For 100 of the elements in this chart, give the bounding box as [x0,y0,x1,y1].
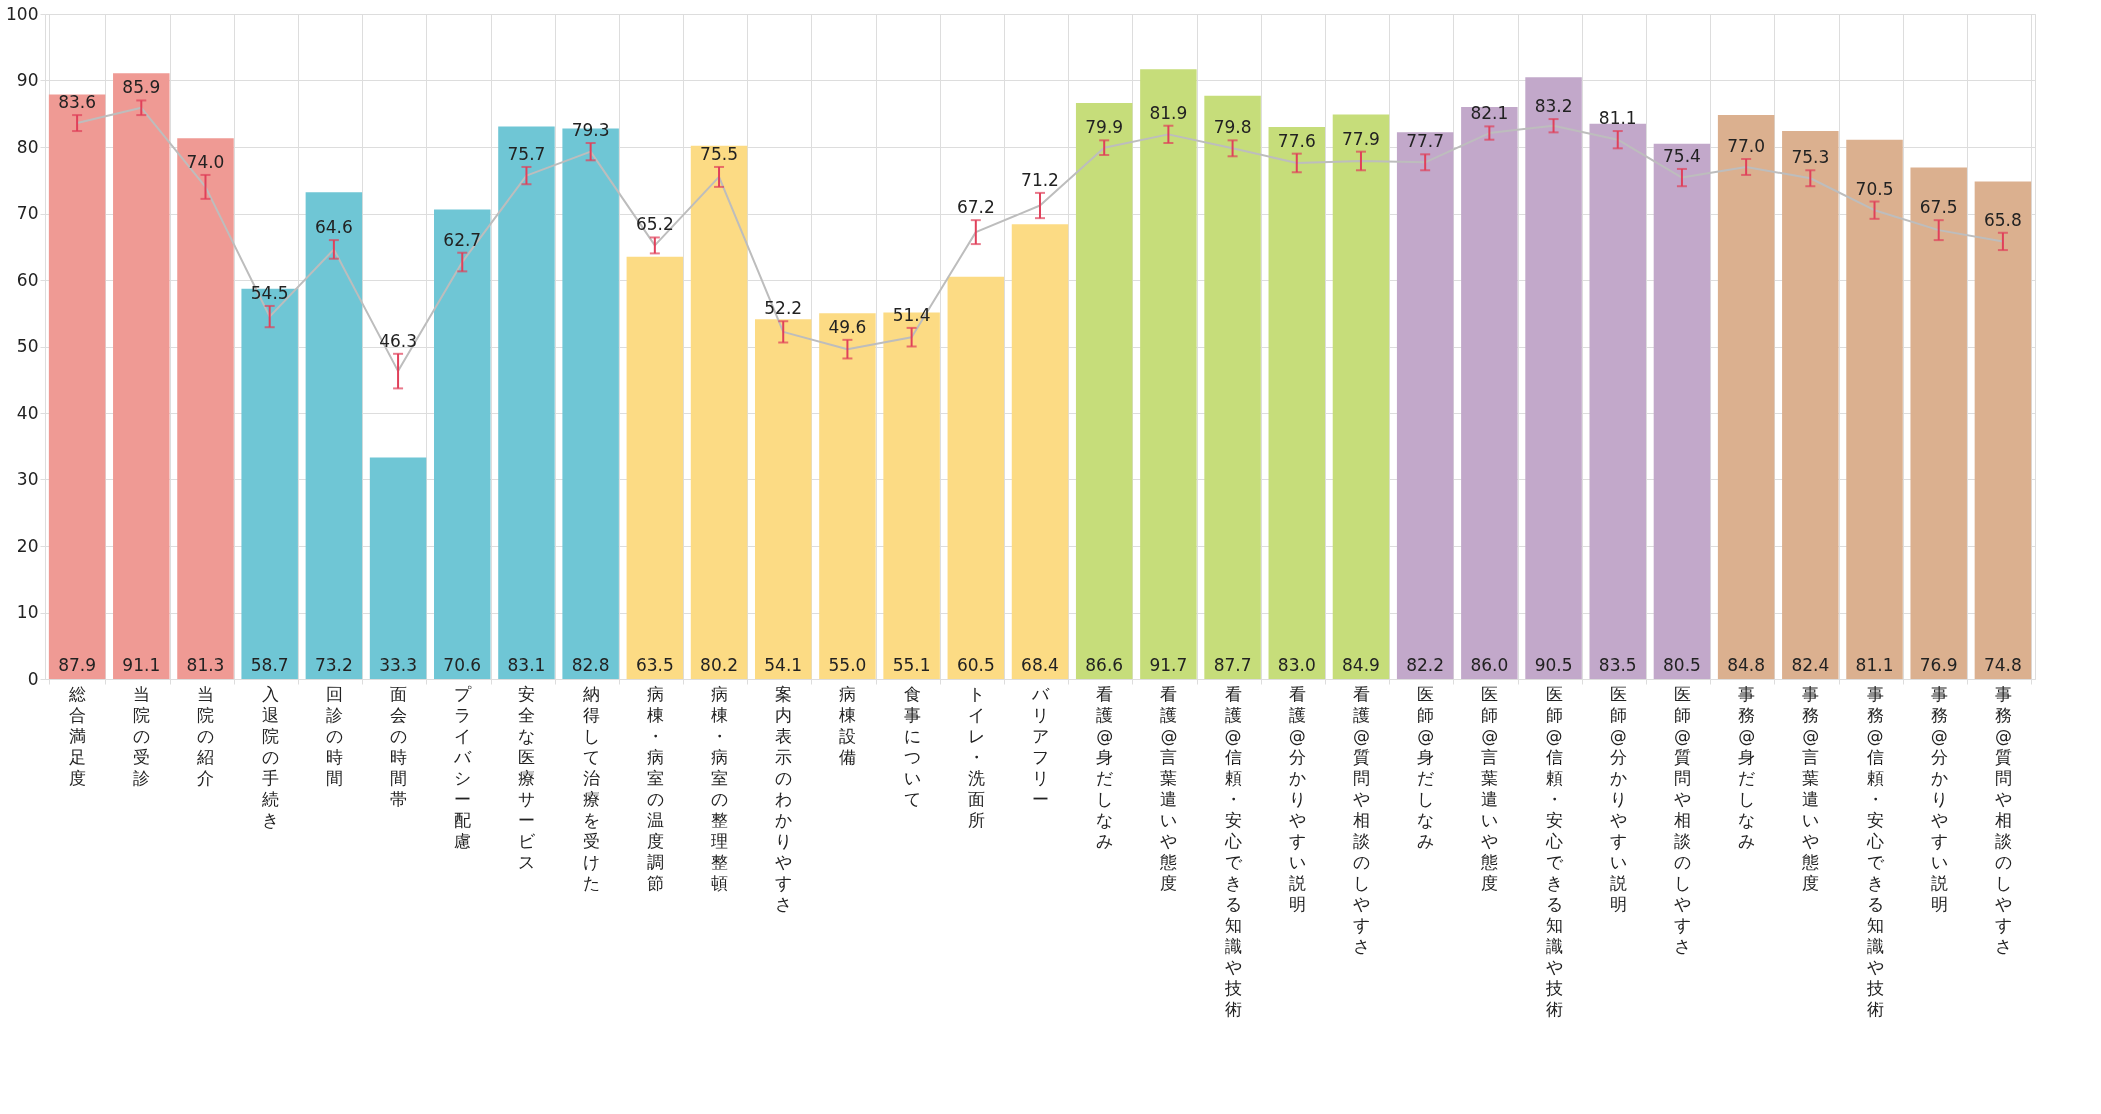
category-label: 看護@信頼・安心できる知識や技術 [1224,683,1242,1019]
data-label: 74.8 [1983,655,2022,675]
data-label: 64.6 [314,217,353,238]
data-label: 81.1 [1855,655,1894,675]
x-tick-label: 回診の時間 [325,683,343,788]
bar [1075,103,1133,679]
bar [1332,114,1390,679]
y-tick-label: 20 [16,535,39,556]
x-tick-label: 病棟設備 [839,683,857,767]
data-label: 80.2 [700,655,738,675]
category-label: 事務@言葉遣いや態度 [1802,683,1820,893]
data-label: 86.0 [1470,655,1509,675]
y-tick-label: 0 [27,668,39,689]
data-label: 60.5 [956,655,995,675]
data-label: 75.5 [700,143,738,164]
data-label: 55.1 [892,655,931,675]
bar [690,145,748,679]
category-label: 病棟・病室の整理整頓 [711,683,729,893]
data-label: 58.7 [250,655,289,675]
bar [48,94,106,679]
bar [1461,107,1518,679]
category-label: 安全な医療サービス [518,683,536,872]
x-tick-label: 食事について [903,683,921,809]
data-label: 83.2 [1534,96,1573,117]
bar [1653,143,1711,679]
bar [1974,181,2032,679]
bar [626,256,684,679]
category-label: 病棟・病室の温度調節 [646,683,664,893]
data-label: 91.7 [1149,655,1188,675]
category-label: 看護@分かりやすい説明 [1288,683,1306,914]
data-label: 68.4 [1021,655,1059,675]
x-tick-label: 医師@身だしなみ [1417,683,1435,851]
data-label: 84.8 [1727,655,1766,675]
y-tick-label: 80 [16,136,39,157]
y-tick-label: 50 [16,336,39,356]
data-label: 77.9 [1342,128,1380,149]
data-label: 84.9 [1342,655,1380,675]
category-label: 事務@分かりやすい説明 [1930,683,1948,914]
bar [1589,123,1646,679]
x-tick-label: 事務@身だしなみ [1738,683,1756,851]
data-label: 76.9 [1919,655,1958,675]
bar [1782,131,1839,679]
data-label: 54.1 [764,655,803,675]
bar [1204,95,1261,679]
data-label: 82.1 [1470,103,1509,124]
data-label: 75.4 [1663,145,1701,166]
data-label: 67.5 [1919,197,1958,218]
data-label: 87.7 [1213,655,1252,675]
data-label: 63.5 [635,655,674,675]
data-label: 70.6 [443,655,482,675]
data-label: 83.0 [1277,655,1316,675]
bar [819,313,876,679]
data-label: 81.3 [186,655,225,675]
data-label: 80.5 [1663,655,1701,675]
data-label: 52.2 [764,298,803,319]
data-label: 83.1 [507,655,546,675]
category-label: 看護@言葉遣いや態度 [1160,683,1178,893]
bar [177,138,234,679]
x-tick-label: 入退院の手続き [260,683,279,830]
data-label: 74.0 [186,151,225,172]
y-tick-label: 10 [16,602,39,622]
y-tick-label: 90 [16,70,39,90]
data-label: 65.2 [635,214,674,235]
y-tick-label: 60 [16,269,39,290]
bar [241,288,298,679]
data-label: 65.8 [1983,209,2022,230]
data-label: 77.6 [1277,130,1316,151]
bar [1011,224,1069,679]
data-label: 49.6 [828,316,867,337]
data-label: 70.5 [1855,178,1894,199]
data-label: 83.6 [58,92,97,113]
data-label: 81.1 [1598,108,1637,129]
data-label: 62.7 [443,229,482,250]
y-tick-label: 70 [16,203,39,223]
data-label: 46.3 [379,330,417,351]
data-label: 77.7 [1406,131,1445,152]
data-label: 90.5 [1534,655,1573,675]
bar [754,319,812,679]
category-label: 事務@質問や相談のしやすさ [1994,683,2012,956]
bar [1846,139,1903,679]
y-tick-label: 40 [16,402,39,423]
data-label: 79.9 [1085,117,1124,138]
x-tick-label: 看護@身だしなみ [1096,683,1114,851]
data-label: 77.0 [1727,135,1766,156]
bar [1268,127,1326,679]
data-label: 82.4 [1791,655,1830,675]
x-tick-label: トイレ・洗面所 [967,683,985,830]
bar [1396,132,1454,679]
data-label: 33.3 [379,655,417,675]
y-tick-label: 100 [6,3,39,24]
data-label: 75.7 [507,143,546,164]
category-label: 看護@質問や相談のしやすさ [1352,683,1370,956]
x-tick-label: 当院の紹介 [196,683,215,788]
data-label: 81.9 [1149,102,1188,123]
data-label: 87.9 [58,655,97,675]
data-label: 75.3 [1791,147,1830,168]
category-label: 事務@信頼・安心できる知識や技術 [1866,683,1884,1019]
category-label: 医師@分かりやすい説明 [1609,683,1627,914]
data-label: 73.2 [314,655,353,675]
bar [1717,115,1775,679]
